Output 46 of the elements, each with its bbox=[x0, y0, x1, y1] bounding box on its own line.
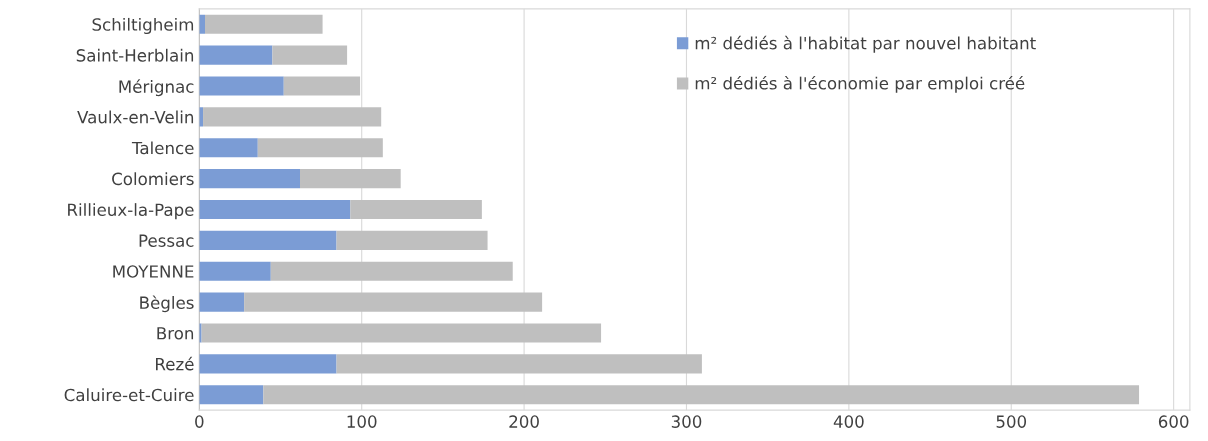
bar bbox=[244, 292, 543, 312]
x-tick-label: 600 bbox=[1158, 415, 1189, 428]
legend-label: m² dédiés à l'économie par emploi créé bbox=[695, 75, 1025, 93]
x-tick-label: 200 bbox=[509, 415, 539, 428]
x-tick-label: 400 bbox=[833, 415, 864, 428]
bar bbox=[199, 323, 202, 343]
bar bbox=[205, 14, 323, 34]
bar bbox=[201, 323, 602, 343]
bar bbox=[199, 169, 300, 189]
y-tick-label: Talence bbox=[131, 141, 194, 155]
y-tick-label: Bron bbox=[157, 327, 194, 340]
bar bbox=[263, 385, 1140, 405]
bar bbox=[350, 199, 482, 220]
y-tick-label: Schiltigheim bbox=[92, 17, 194, 35]
bar bbox=[257, 138, 383, 158]
bar bbox=[199, 138, 258, 158]
bar bbox=[203, 107, 382, 127]
x-tick-label: 0 bbox=[195, 415, 204, 428]
y-tick-label: Rillieux-la-Pape bbox=[68, 203, 194, 220]
bar bbox=[199, 230, 337, 250]
bar bbox=[199, 199, 351, 220]
bar bbox=[300, 169, 401, 189]
y-tick-label: Vaulx-en-Velin bbox=[77, 110, 194, 124]
legend-label: m² dédiés à l'habitat par nouvel habitant bbox=[695, 35, 1036, 53]
bar bbox=[199, 76, 284, 96]
y-tick-label: Mérignac bbox=[119, 79, 194, 97]
bar bbox=[270, 261, 513, 281]
x-tick-label: 100 bbox=[347, 415, 377, 428]
bar bbox=[336, 230, 488, 250]
x-tick-label: 300 bbox=[671, 415, 702, 428]
y-tick-label: Bègles bbox=[140, 295, 194, 313]
x-tick-label: 500 bbox=[996, 415, 1027, 428]
y-tick-label: Saint-Herblain bbox=[76, 48, 194, 62]
bar bbox=[199, 45, 273, 65]
bar bbox=[199, 385, 264, 405]
y-tick-label: MOYENNE bbox=[113, 265, 194, 278]
bar bbox=[199, 292, 245, 312]
bar bbox=[272, 45, 348, 65]
bar bbox=[199, 261, 271, 281]
y-tick-label: Pessac bbox=[139, 234, 194, 247]
bar bbox=[199, 354, 337, 374]
bar bbox=[283, 76, 361, 96]
bar bbox=[336, 354, 702, 374]
y-tick-label: Colomiers bbox=[112, 172, 194, 186]
y-tick-label: Rezé bbox=[156, 356, 194, 371]
y-tick-label: Caluire-et-Cuire bbox=[64, 388, 194, 402]
